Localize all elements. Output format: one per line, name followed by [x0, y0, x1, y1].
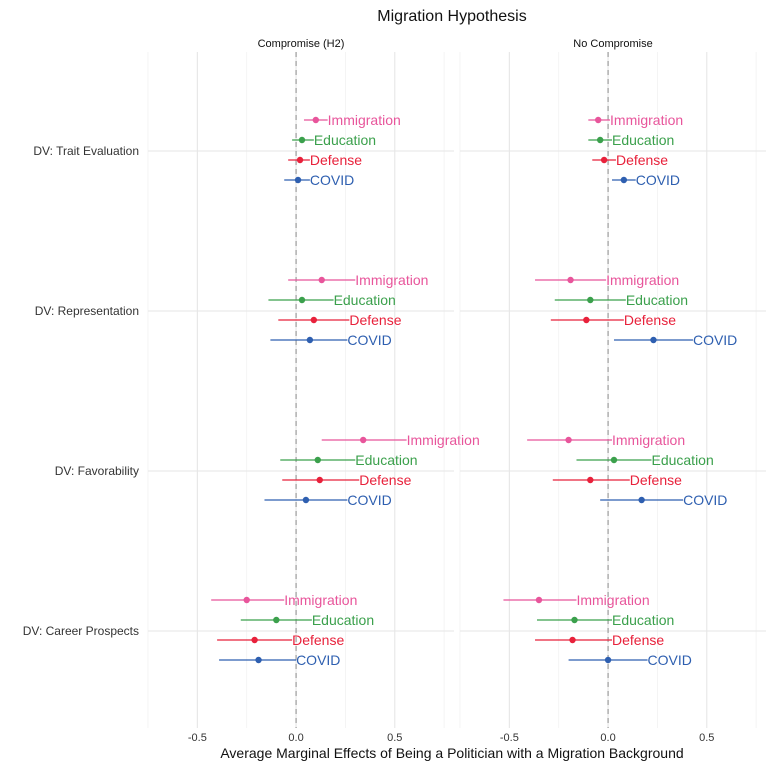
point-education [571, 616, 578, 624]
series-label-immigration: Immigration [355, 272, 428, 288]
series-label-immigration: Immigration [407, 432, 480, 448]
series-label-immigration: Immigration [576, 592, 649, 608]
series-label-covid: COVID [636, 172, 680, 188]
point-education [610, 456, 618, 464]
series-label-defense: Defense [630, 472, 682, 488]
point-covid [650, 336, 657, 344]
series-label-immigration: Immigration [610, 112, 683, 128]
point-defense [251, 636, 258, 644]
series-label-defense: Defense [359, 472, 411, 488]
panel-no-compromise: No Compromise -0.5 0.0 0.5 Immigration Educat… [459, 38, 766, 744]
series-label-defense: Defense [349, 312, 401, 328]
x-axis-label: Average Marginal Effects of Being a Poli… [220, 745, 683, 761]
series-label-immigration: Immigration [612, 432, 685, 448]
x-tick-label: -0.5 [188, 732, 207, 744]
series-label-education: Education [314, 132, 376, 148]
series-label-defense: Defense [292, 632, 344, 648]
series-label-covid: COVID [347, 492, 391, 508]
y-tick-label-dv-career-prospects: DV: Career Prospects [23, 624, 139, 638]
point-education [314, 456, 321, 464]
series-label-education: Education [612, 132, 674, 148]
y-tick-label-dv-trait-evaluation: DV: Trait Evaluation [33, 144, 139, 158]
point-immigration [535, 596, 543, 604]
x-tick-label: 0.0 [600, 732, 615, 744]
point-covid [620, 176, 628, 184]
series-label-education: Education [612, 612, 674, 628]
series-label-covid: COVID [693, 332, 737, 348]
x-tick-label: 0.5 [387, 732, 402, 744]
chart-title: Migration Hypothesis [377, 8, 526, 25]
point-immigration [318, 276, 325, 284]
series-label-education: Education [355, 452, 417, 468]
series-label-covid: COVID [347, 332, 391, 348]
point-immigration [565, 436, 572, 444]
point-defense [569, 636, 576, 644]
series-label-covid: COVID [648, 652, 692, 668]
point-education [273, 616, 280, 624]
series-label-education: Education [626, 292, 688, 308]
series-label-education: Education [651, 452, 713, 468]
panel-title: Compromise (H2) [258, 38, 345, 50]
y-tick-label-dv-representation: DV: Representation [35, 304, 139, 318]
series-label-covid: COVID [310, 172, 354, 188]
point-covid [255, 656, 262, 664]
point-covid [604, 656, 612, 664]
point-immigration [359, 436, 367, 444]
series-label-immigration: Immigration [328, 112, 401, 128]
x-tick-label: -0.5 [500, 732, 519, 744]
series-label-covid: COVID [683, 492, 727, 508]
series-label-defense: Defense [624, 312, 676, 328]
point-immigration [567, 276, 574, 284]
point-education [298, 136, 306, 144]
series-label-immigration: Immigration [606, 272, 679, 288]
y-tick-label-dv-favorability: DV: Favorability [55, 464, 139, 478]
point-defense [316, 476, 323, 484]
series-label-defense: Defense [612, 632, 664, 648]
point-defense [600, 156, 608, 164]
series-label-education: Education [334, 292, 396, 308]
panel-title: No Compromise [573, 38, 652, 50]
point-defense [310, 316, 318, 324]
point-defense [583, 316, 590, 324]
point-covid [302, 496, 310, 504]
point-defense [296, 156, 304, 164]
panel-compromise-h2: Compromise (H2) -0.5 0.0 0.5 Immigration Educ… [147, 38, 480, 744]
point-covid [306, 336, 314, 344]
series-label-defense: Defense [310, 152, 362, 168]
point-covid [294, 176, 302, 184]
point-defense [587, 476, 594, 484]
series-label-defense: Defense [616, 152, 668, 168]
point-education [298, 296, 306, 304]
series-label-immigration: Immigration [284, 592, 357, 608]
point-education [587, 296, 594, 304]
series-label-covid: COVID [296, 652, 340, 668]
x-tick-label: 0.0 [288, 732, 303, 744]
series-label-education: Education [312, 612, 374, 628]
point-covid [638, 496, 645, 504]
x-tick-label: 0.5 [699, 732, 714, 744]
point-immigration [312, 116, 320, 124]
point-education [596, 136, 604, 144]
point-immigration [243, 596, 250, 604]
point-immigration [594, 116, 602, 124]
